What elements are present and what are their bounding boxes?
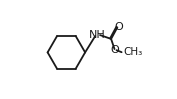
Text: NH: NH <box>89 30 106 40</box>
Text: O: O <box>111 45 119 55</box>
Text: O: O <box>115 22 124 32</box>
Text: CH₃: CH₃ <box>123 47 143 57</box>
